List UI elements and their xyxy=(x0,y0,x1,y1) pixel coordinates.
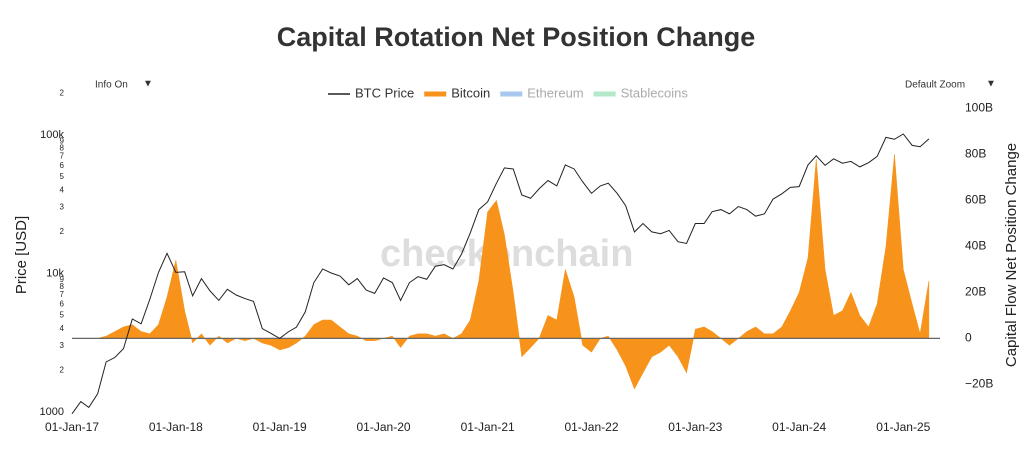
y2-tick-label: 40B xyxy=(965,239,986,253)
legend-label: Stablecoins xyxy=(621,85,689,100)
y2-tick-label: 20B xyxy=(965,285,986,299)
y2-tick-label: 100B xyxy=(965,101,993,115)
y-tick-label: 9 xyxy=(60,137,65,146)
y-tick-label: 1000 xyxy=(40,406,64,418)
zoom-label[interactable]: Default Zoom xyxy=(905,80,965,91)
y-tick-label: 2 xyxy=(60,227,65,236)
legend-label: Bitcoin xyxy=(451,85,490,100)
y-tick-label: 4 xyxy=(60,324,65,333)
price-line xyxy=(71,133,930,415)
x-tick-label: 01-Jan-21 xyxy=(461,420,515,434)
y-tick-label: 4 xyxy=(60,185,65,194)
flow-area xyxy=(72,154,930,390)
y-tick-label: 6 xyxy=(60,161,65,170)
y-axis-title: Price [USD] xyxy=(13,216,30,294)
y-tick-label: 100k xyxy=(40,129,64,141)
x-tick-label: 01-Jan-17 xyxy=(45,420,99,434)
y-tick-label: 2 xyxy=(60,89,65,98)
x-tick-label: 01-Jan-18 xyxy=(149,420,203,434)
dropdown-arrow[interactable]: ▼ xyxy=(986,79,996,90)
x-tick-label: 01-Jan-24 xyxy=(772,420,826,434)
y2-tick-label: 60B xyxy=(965,193,986,207)
y2-axis-title: Capital Flow Net Position Change xyxy=(1003,143,1020,367)
x-tick-label: 01-Jan-20 xyxy=(357,420,411,434)
x-tick-label: 01-Jan-25 xyxy=(876,420,930,434)
zoom-select[interactable]: Default Zoom ▼ xyxy=(905,79,996,91)
chart-title: Capital Rotation Net Position Change xyxy=(277,22,756,52)
x-tick-label: 01-Jan-19 xyxy=(253,420,307,434)
y-tick-label: 8 xyxy=(60,282,65,291)
legend-label: Ethereum xyxy=(527,85,583,100)
info-label[interactable]: Info On xyxy=(95,80,128,91)
y-tick-label: 10k xyxy=(46,267,64,279)
legend: BTC Price Bitcoin Ethereum Stablecoins xyxy=(328,85,688,100)
dropdown-arrow[interactable]: ▼ xyxy=(143,79,153,90)
y2-tick-label: 80B xyxy=(965,147,986,161)
y-tick-label: 5 xyxy=(60,172,65,181)
legend-label: BTC Price xyxy=(355,85,414,100)
y-tick-label: 5 xyxy=(60,310,65,319)
y-tick-label: 3 xyxy=(60,203,65,212)
y-tick-label: 8 xyxy=(60,144,65,153)
y-tick-label: 7 xyxy=(60,290,65,299)
y-tick-label: 6 xyxy=(60,299,65,308)
info-toggle[interactable]: Info On ▼ xyxy=(95,79,153,91)
y2-tick-label: 0 xyxy=(965,331,972,345)
y-tick-label: 3 xyxy=(60,341,65,350)
y-tick-label: 2 xyxy=(60,365,65,374)
y-tick-label: 7 xyxy=(60,152,65,161)
x-tick-label: 01-Jan-22 xyxy=(564,420,618,434)
y2-tick-label: −20B xyxy=(965,377,993,391)
y-tick-label: 9 xyxy=(60,275,65,284)
x-tick-label: 01-Jan-23 xyxy=(668,420,722,434)
